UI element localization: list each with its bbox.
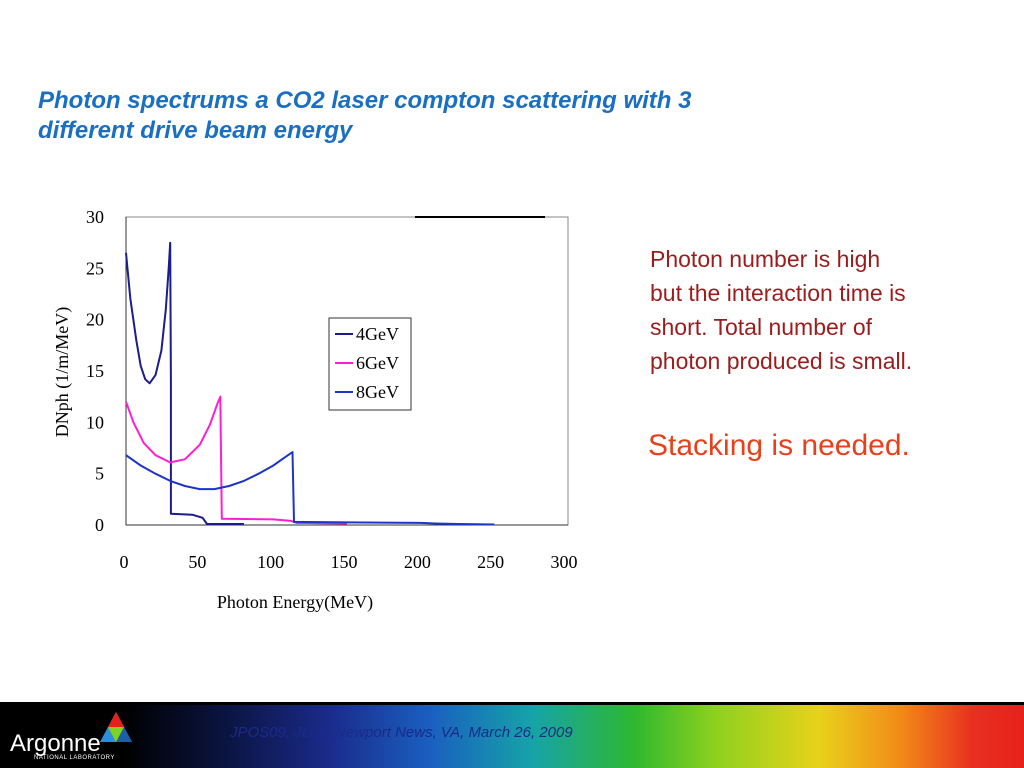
body-line-3: short. Total number of bbox=[650, 314, 873, 340]
title-line-1: Photon spectrums a CO2 laser compton sca… bbox=[38, 87, 692, 114]
legend-label-6gev: 6GeV bbox=[356, 353, 399, 373]
y-tick-label: 5 bbox=[95, 464, 104, 484]
y-tick-label: 0 bbox=[95, 515, 104, 535]
footer-divider bbox=[0, 702, 1024, 705]
body-line-4: photon produced is small. bbox=[650, 348, 913, 374]
legend-label-4gev: 4GeV bbox=[356, 324, 399, 344]
title-line-2: different drive beam energy bbox=[38, 117, 353, 144]
logo-text: Argonne bbox=[10, 730, 101, 757]
footer-bar bbox=[0, 702, 1024, 768]
y-tick-label: 25 bbox=[86, 258, 104, 278]
y-tick-label: 30 bbox=[86, 207, 104, 227]
body-line-1: Photon number is high bbox=[650, 246, 881, 272]
x-tick-label: 250 bbox=[477, 552, 504, 572]
series-line-6gev bbox=[125, 395, 348, 525]
x-tick-label: 0 bbox=[120, 552, 129, 572]
logo-triangle-icon bbox=[100, 712, 132, 742]
x-tick-label: 150 bbox=[331, 552, 358, 572]
x-tick-label: 200 bbox=[404, 552, 431, 572]
series-line-8gev bbox=[125, 451, 495, 526]
x-tick-label: 300 bbox=[551, 552, 578, 572]
legend-label-8gev: 8GeV bbox=[356, 382, 399, 402]
y-tick-label: 10 bbox=[86, 412, 104, 432]
x-axis-label: Photon Energy(MeV) bbox=[217, 592, 373, 613]
y-axis-label: DNph (1/m/MeV) bbox=[52, 307, 73, 437]
x-tick-label: 50 bbox=[188, 552, 206, 572]
slide-title: Photon spectrums a CO2 laser compton sca… bbox=[38, 86, 858, 146]
body-text: Photon number is high but the interactio… bbox=[650, 242, 990, 378]
chart: 0 5 10 15 20 25 30 0 50 100 150 200 250 300 Photon Ene… bbox=[40, 200, 600, 620]
x-tick-label: 100 bbox=[257, 552, 284, 572]
y-tick-label: 20 bbox=[86, 310, 104, 330]
y-tick-label: 15 bbox=[86, 361, 104, 381]
argonne-logo: Argonne NATIONAL LABORATORY bbox=[6, 708, 136, 764]
logo-subtext: NATIONAL LABORATORY bbox=[34, 755, 115, 761]
body-line-2: but the interaction time is bbox=[650, 280, 906, 306]
footer-text: JPOS09, JLab, Newport News, VA, March 26… bbox=[230, 724, 573, 741]
callout-text: Stacking is needed. bbox=[648, 429, 910, 462]
series-line-4gev bbox=[125, 241, 244, 525]
